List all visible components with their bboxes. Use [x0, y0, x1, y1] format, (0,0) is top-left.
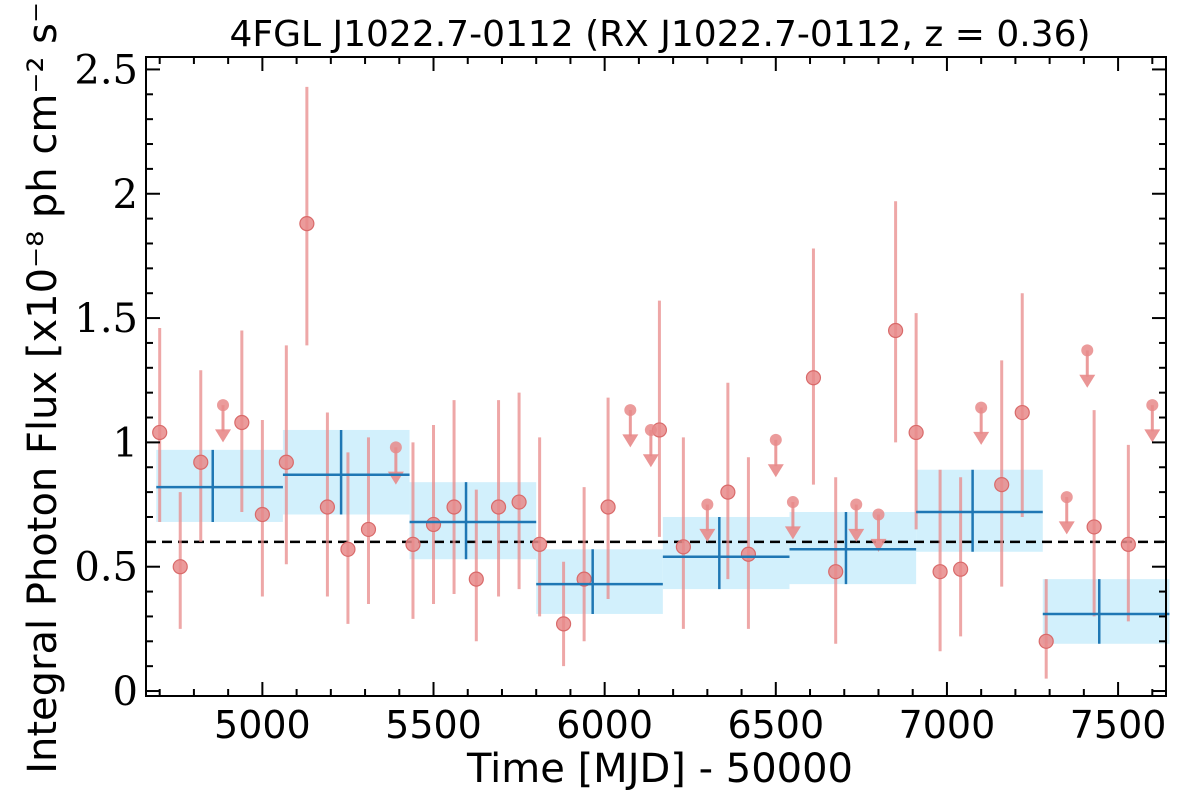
- data-point: [953, 561, 969, 577]
- data-point: [576, 571, 592, 587]
- x-tick-label: 6500: [727, 703, 824, 747]
- data-point: [319, 499, 336, 515]
- upper-limit-arrow: [1079, 374, 1096, 388]
- data-point: [600, 499, 616, 515]
- x-axis-label: Time [MJD] - 50000: [466, 746, 853, 792]
- data-point: [994, 477, 1010, 493]
- bin-box: [1042, 579, 1170, 644]
- data-point: [299, 215, 315, 232]
- y-tick-label: 2.5: [74, 47, 138, 93]
- data-point: [254, 506, 270, 523]
- upper-limit-arrow: [973, 431, 990, 445]
- plot-area: 5000 5500 6000 6500 7000 7500 0 0.5 1 1.5 2 2.5: [74, 47, 1170, 747]
- data-point: [1086, 519, 1102, 535]
- y-axis-label: Integral Photon Flux [x10⁻⁸ ph cm⁻² s⁻¹]: [20, 0, 66, 774]
- upper-limit-arrow: [642, 454, 659, 468]
- y-tick-label: 2: [113, 172, 138, 218]
- data-point: [193, 454, 209, 470]
- y-tick-label: 0.5: [74, 545, 138, 591]
- data-point: [555, 616, 572, 632]
- axes-frame: [145, 56, 1167, 697]
- y-tick-label: 0: [113, 669, 138, 715]
- data-point: [446, 499, 462, 515]
- bin-box: [536, 549, 663, 614]
- upper-limit-arrow: [767, 464, 784, 478]
- upper-limit-arrow: [870, 538, 887, 552]
- data-point: [234, 414, 250, 431]
- data-point: [278, 454, 294, 470]
- data-point: [425, 516, 442, 533]
- data-point: [1120, 536, 1136, 552]
- upper-limit-arrow: [1058, 521, 1075, 535]
- data-point: [511, 494, 527, 510]
- upper-limit-arrow: [784, 526, 801, 540]
- data-point: [740, 546, 757, 562]
- data-point: [532, 536, 548, 552]
- x-tick-label: 7500: [1070, 703, 1167, 747]
- upper-limit-arrow: [622, 434, 639, 448]
- data-point: [675, 539, 691, 555]
- data-point: [720, 484, 736, 500]
- data-point: [152, 424, 168, 441]
- y-tick-label: 1.5: [74, 296, 138, 342]
- data-point: [340, 541, 356, 557]
- upper-limit-arrow: [699, 528, 716, 542]
- chart-title: 4FGL J1022.7-0112 (RX J1022.7-0112, z = …: [229, 14, 1090, 55]
- data-point: [932, 564, 948, 580]
- x-tick-label: 5500: [385, 703, 482, 747]
- upper-limit-arrow: [848, 528, 865, 542]
- upper-limit-arrow: [215, 429, 232, 443]
- data-point: [405, 536, 421, 552]
- x-tick-label: 7000: [899, 703, 996, 747]
- data-point: [908, 424, 924, 441]
- data-point: [887, 322, 904, 339]
- data-point: [1014, 404, 1030, 421]
- data-point: [468, 571, 484, 587]
- data-point: [805, 370, 822, 386]
- data-point: [360, 521, 377, 538]
- upper-limit-arrow: [1144, 429, 1161, 443]
- data-point: [1038, 633, 1054, 649]
- data-point: [172, 559, 188, 575]
- x-tick-label: 5000: [214, 703, 311, 747]
- data-point: [828, 564, 844, 580]
- y-tick-label: 1: [113, 420, 138, 466]
- x-tick-label: 6000: [556, 703, 653, 747]
- data-point: [490, 499, 507, 515]
